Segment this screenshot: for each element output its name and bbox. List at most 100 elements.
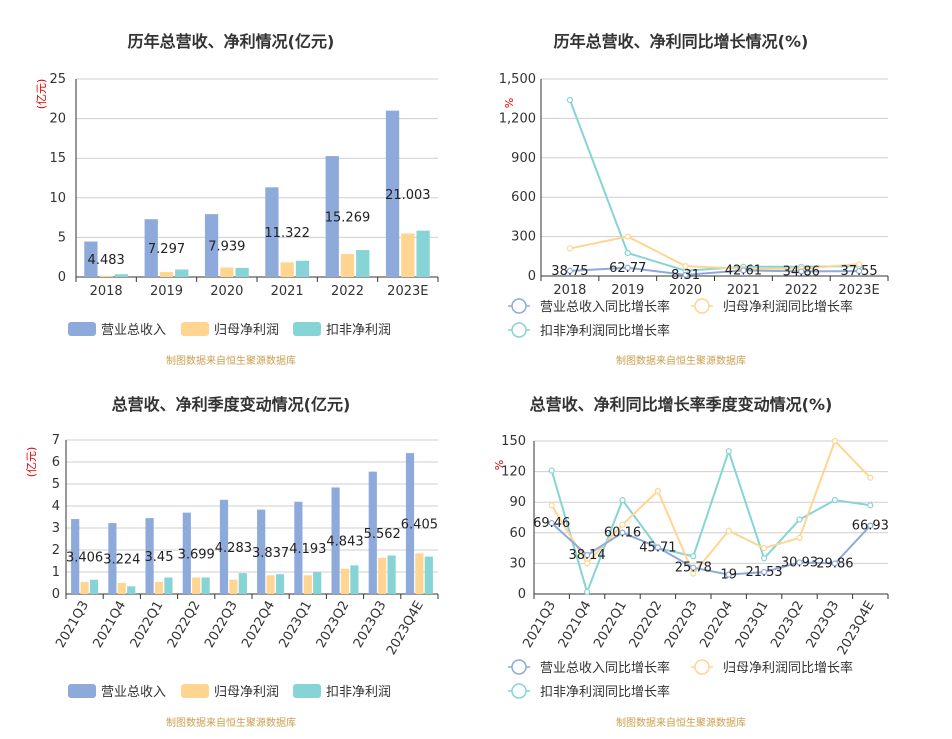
data-label: 3.224 <box>103 553 140 568</box>
y-tick-label: 1,200 <box>499 111 536 126</box>
source-note: 制图数据来自恒生聚源数据库 <box>166 354 296 367</box>
y-tick-label: 1,500 <box>499 72 536 87</box>
x-tick-label: 2022 <box>785 283 818 298</box>
y-tick-label: 0 <box>518 587 526 602</box>
data-label: 19 <box>720 568 737 583</box>
point-net-ex <box>619 497 626 504</box>
point-net <box>867 474 874 481</box>
point-net-ex <box>624 249 631 257</box>
line-net-ex <box>568 99 860 272</box>
data-label: 4.483 <box>88 253 125 268</box>
point-net <box>566 245 574 252</box>
point-net-ex <box>690 553 697 560</box>
plot-area: 0 5 10 15 20 25 2018 2019 2020 2021 2022 2023E 4.483… <box>49 72 439 299</box>
x-tick-label: 2022Q2 <box>165 599 204 651</box>
source-note: 制图数据来自恒生聚源数据库 <box>166 716 296 729</box>
source-note: 制图数据来自恒生聚源数据库 <box>616 354 746 367</box>
chart-title: 历年总营收、净利情况(亿元) <box>128 32 335 51</box>
point-net <box>619 521 626 528</box>
legend-swatch-net-ex <box>508 683 530 699</box>
point-net <box>548 502 555 509</box>
bar-net <box>401 233 415 277</box>
data-label: 37.55 <box>840 264 877 279</box>
y-tick-label: 0 <box>52 587 60 602</box>
point-net <box>682 263 689 270</box>
annual-growth-chart: 历年总营收、净利同比增长情况(%) % 0 300 600 900 1,200 1,500… <box>499 32 889 367</box>
chart-title: 历年总营收、净利同比增长情况(%) <box>554 32 809 51</box>
data-label: 30.93 <box>781 555 818 570</box>
legend-swatch-net-ex <box>293 322 321 336</box>
legend-label-revenue: 营业总收入 <box>101 685 166 700</box>
legend-label-revenue: 营业总收入 <box>101 323 166 338</box>
bar-net <box>154 581 164 594</box>
legend-label-net: 归母净利润同比增长率 <box>723 660 853 676</box>
y-tick-label: 20 <box>49 112 66 127</box>
legend: 营业总收入同比增长率 归母净利润同比增长率 扣非净利润同比增长率 <box>508 298 853 339</box>
data-label: 21.003 <box>385 188 431 203</box>
point-net-ex <box>867 502 874 509</box>
point-revenue <box>682 271 689 279</box>
legend: 营业总收入 归母净利润 扣非净利润 <box>68 684 391 700</box>
data-label: 7.297 <box>148 242 185 257</box>
bar-revenue <box>145 518 154 594</box>
y-tick-label: 0 <box>58 270 66 285</box>
x-tick-label: 2020 <box>669 283 702 298</box>
x-tick-label: 2023Q2 <box>768 599 807 651</box>
bar-net <box>99 275 113 277</box>
x-tick-label: 2021 <box>727 283 760 298</box>
x-tick-label: 2023Q2 <box>314 599 353 651</box>
y-tick-label: 15 <box>49 151 66 166</box>
bar-net-ex <box>89 579 99 594</box>
legend-label-net-ex: 扣非净利润同比增长率 <box>540 684 670 700</box>
bar-revenue <box>385 110 400 277</box>
data-label: 60.16 <box>604 526 641 541</box>
legend-label-net-ex: 扣非净利润 <box>326 323 391 338</box>
bar-net-ex <box>175 269 189 277</box>
bar-net-ex <box>387 555 396 594</box>
point-revenue <box>583 551 591 559</box>
y-axis-unit: (亿元) <box>35 79 48 110</box>
plot-area: 0 300 600 900 1,200 1,500 2018 2019 2020 2021 2022… <box>499 72 889 298</box>
x-tick-label: 2022 <box>331 284 364 299</box>
bar-revenue <box>294 501 303 594</box>
y-tick-label: 900 <box>511 151 536 166</box>
point-net-ex <box>725 448 732 455</box>
data-label: 15.269 <box>325 211 371 226</box>
point-revenue <box>654 544 661 551</box>
bar-net-ex <box>164 577 173 594</box>
bar-revenue <box>108 523 117 594</box>
legend-swatch-revenue <box>68 322 96 336</box>
bar-net <box>266 575 275 594</box>
point-revenue <box>796 559 803 566</box>
bar-net-ex <box>424 556 433 594</box>
legend-swatch-revenue <box>68 684 96 698</box>
point-net <box>690 570 697 577</box>
quarterly-revenue-profit-chart: 总营收、净利季度变动情况(亿元) (亿元) 0 1 2 3 4 5 6 7 2021Q32021… <box>25 395 439 729</box>
y-tick-label: 5 <box>52 477 60 492</box>
x-tick-label: 2022Q3 <box>662 599 701 651</box>
point-revenue <box>619 529 626 536</box>
legend-label-net-ex: 扣非净利润 <box>326 685 391 700</box>
bar-revenue <box>368 471 377 594</box>
bar-net-ex <box>235 267 249 277</box>
x-tick-label: 2023Q1 <box>276 599 315 651</box>
bar-net <box>303 575 312 594</box>
x-tick-label: 2022Q2 <box>627 599 666 651</box>
data-label: 3.45 <box>145 550 174 565</box>
legend-swatch-net-ex <box>508 322 530 338</box>
data-label: 45.71 <box>639 540 676 555</box>
point-net-ex <box>831 497 838 504</box>
bar-net-ex <box>201 577 210 594</box>
point-net <box>761 545 768 552</box>
point-net-ex <box>566 96 574 104</box>
point-revenue <box>798 268 805 275</box>
bar-revenue <box>219 499 229 594</box>
legend-label-revenue: 营业总收入同比增长率 <box>540 299 670 315</box>
legend-label-net: 归母净利润同比增长率 <box>723 299 853 315</box>
y-tick-label: 7 <box>52 433 60 448</box>
bar-revenue <box>182 512 191 594</box>
point-revenue <box>761 568 768 576</box>
data-label: 6.405 <box>401 518 438 533</box>
bar-net <box>229 579 238 594</box>
y-tick-label: 2 <box>52 543 60 558</box>
